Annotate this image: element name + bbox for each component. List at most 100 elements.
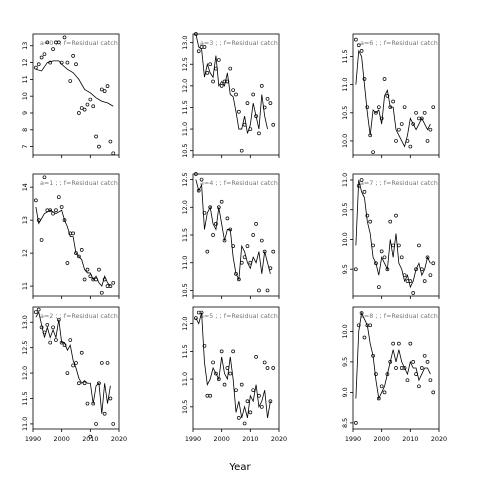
y-tick-label: 11.5	[181, 228, 189, 242]
y-tick-label: 13.0	[181, 36, 189, 50]
y-tick-label: 12	[21, 249, 29, 257]
data-point	[259, 84, 264, 88]
data-point	[391, 99, 395, 104]
data-point	[108, 139, 113, 144]
data-point	[105, 84, 110, 88]
data-point	[79, 106, 84, 110]
data-point	[365, 213, 370, 218]
data-point	[77, 381, 81, 386]
data-point	[365, 105, 370, 110]
y-tick-label: 11.5	[341, 49, 349, 63]
fitted-line	[355, 49, 431, 148]
y-tick-label: 10.5	[341, 203, 349, 217]
data-point	[414, 110, 418, 115]
data-point	[202, 343, 207, 348]
y-tick-label: 11.5	[181, 100, 189, 114]
x-tick-label: 2010	[242, 435, 258, 443]
data-point	[362, 190, 367, 194]
data-point	[254, 222, 258, 226]
y-tick-label: 9	[21, 111, 29, 115]
data-point	[368, 323, 373, 328]
fitted-line	[35, 310, 111, 414]
data-point	[214, 222, 218, 226]
data-point	[211, 233, 215, 237]
y-tick-label: 13	[21, 216, 29, 224]
data-point	[431, 390, 436, 395]
data-point	[394, 213, 398, 218]
data-point	[79, 350, 84, 355]
panel-3: a=3 ; ; f=Residual catch 10.5 11.0 11.5 12.0…	[181, 32, 280, 158]
data-point	[257, 288, 261, 293]
data-point	[211, 79, 215, 84]
data-point	[234, 92, 238, 97]
data-point	[34, 198, 38, 203]
data-point	[248, 410, 253, 415]
data-point	[231, 88, 235, 93]
x-tick-label: 2020	[111, 435, 127, 443]
y-tick-label: 10.5	[181, 283, 189, 297]
data-point	[65, 261, 70, 265]
data-point	[34, 310, 38, 314]
panel-title: a=4 ; ; f=Residual catch	[200, 179, 278, 187]
panel-frame	[192, 306, 280, 430]
data-point	[359, 178, 364, 182]
y-tick-label: 12.5	[21, 341, 29, 355]
data-point	[379, 384, 384, 389]
data-point	[88, 97, 93, 102]
data-point	[97, 267, 101, 272]
y-tick-label: 11.0	[341, 173, 349, 187]
data-point	[199, 177, 204, 182]
data-point	[205, 71, 210, 75]
data-point	[99, 290, 104, 295]
y-tick-label: 12.0	[181, 200, 189, 214]
data-point	[251, 233, 256, 237]
x-tick-label: 2000	[214, 435, 230, 443]
data-point	[254, 355, 258, 359]
data-point	[111, 280, 116, 285]
y-tick-label: 12	[21, 58, 29, 66]
data-point	[379, 249, 384, 254]
y-tick-label: 14	[21, 183, 29, 191]
data-point	[411, 291, 416, 295]
data-point	[259, 238, 264, 243]
panel-frame	[352, 33, 440, 156]
data-point	[211, 360, 215, 365]
data-point	[71, 231, 75, 236]
data-point	[408, 341, 413, 346]
panel-7: a=7 ; ; f=Residual catch 9.5 10.0 10.5 11.0	[341, 173, 440, 299]
data-point	[216, 58, 221, 62]
data-point	[417, 384, 421, 389]
data-point	[362, 77, 367, 81]
panel-title: a=8 ; ; f=Residual catch	[360, 312, 438, 320]
y-tick-label: 11.0	[181, 122, 189, 136]
data-point	[245, 101, 250, 105]
y-tick-label: 10.5	[341, 106, 349, 120]
y-tick-label: 11.0	[181, 372, 189, 386]
y-tick-label: 11.5	[181, 344, 189, 358]
data-point	[425, 139, 430, 143]
y-tick-label: 13	[21, 42, 29, 50]
panel-6: a=6 ; ; f=Residual catch 10.0 10.5 11.0 11.5	[341, 33, 440, 158]
data-point	[265, 366, 270, 370]
data-point	[219, 199, 224, 204]
y-tick-label: 12.5	[181, 57, 189, 71]
data-point	[48, 340, 53, 345]
data-point	[239, 382, 244, 387]
x-tick-label: 2020	[431, 435, 447, 443]
panel-title: a=2 ; ; f=Residual catch	[40, 312, 118, 320]
data-point	[356, 43, 361, 48]
y-tick-label: 10.0	[341, 232, 349, 246]
data-point	[354, 421, 358, 425]
y-tick-label: 12.0	[181, 79, 189, 93]
panel-title: a=1 ; ; f=Residual catch	[40, 179, 118, 187]
data-point	[362, 335, 367, 340]
fitted-line	[35, 60, 114, 107]
panel-frame	[32, 306, 120, 430]
y-tick-label: 13.0	[21, 315, 29, 329]
y-tick-label: 8	[21, 128, 29, 132]
data-point	[431, 105, 436, 110]
data-point	[68, 338, 73, 342]
panel-title: a=0 ; ; f=Residual catch	[40, 39, 118, 47]
data-point	[99, 361, 104, 365]
panel-title: a=7 ; ; f=Residual catch	[360, 179, 438, 187]
